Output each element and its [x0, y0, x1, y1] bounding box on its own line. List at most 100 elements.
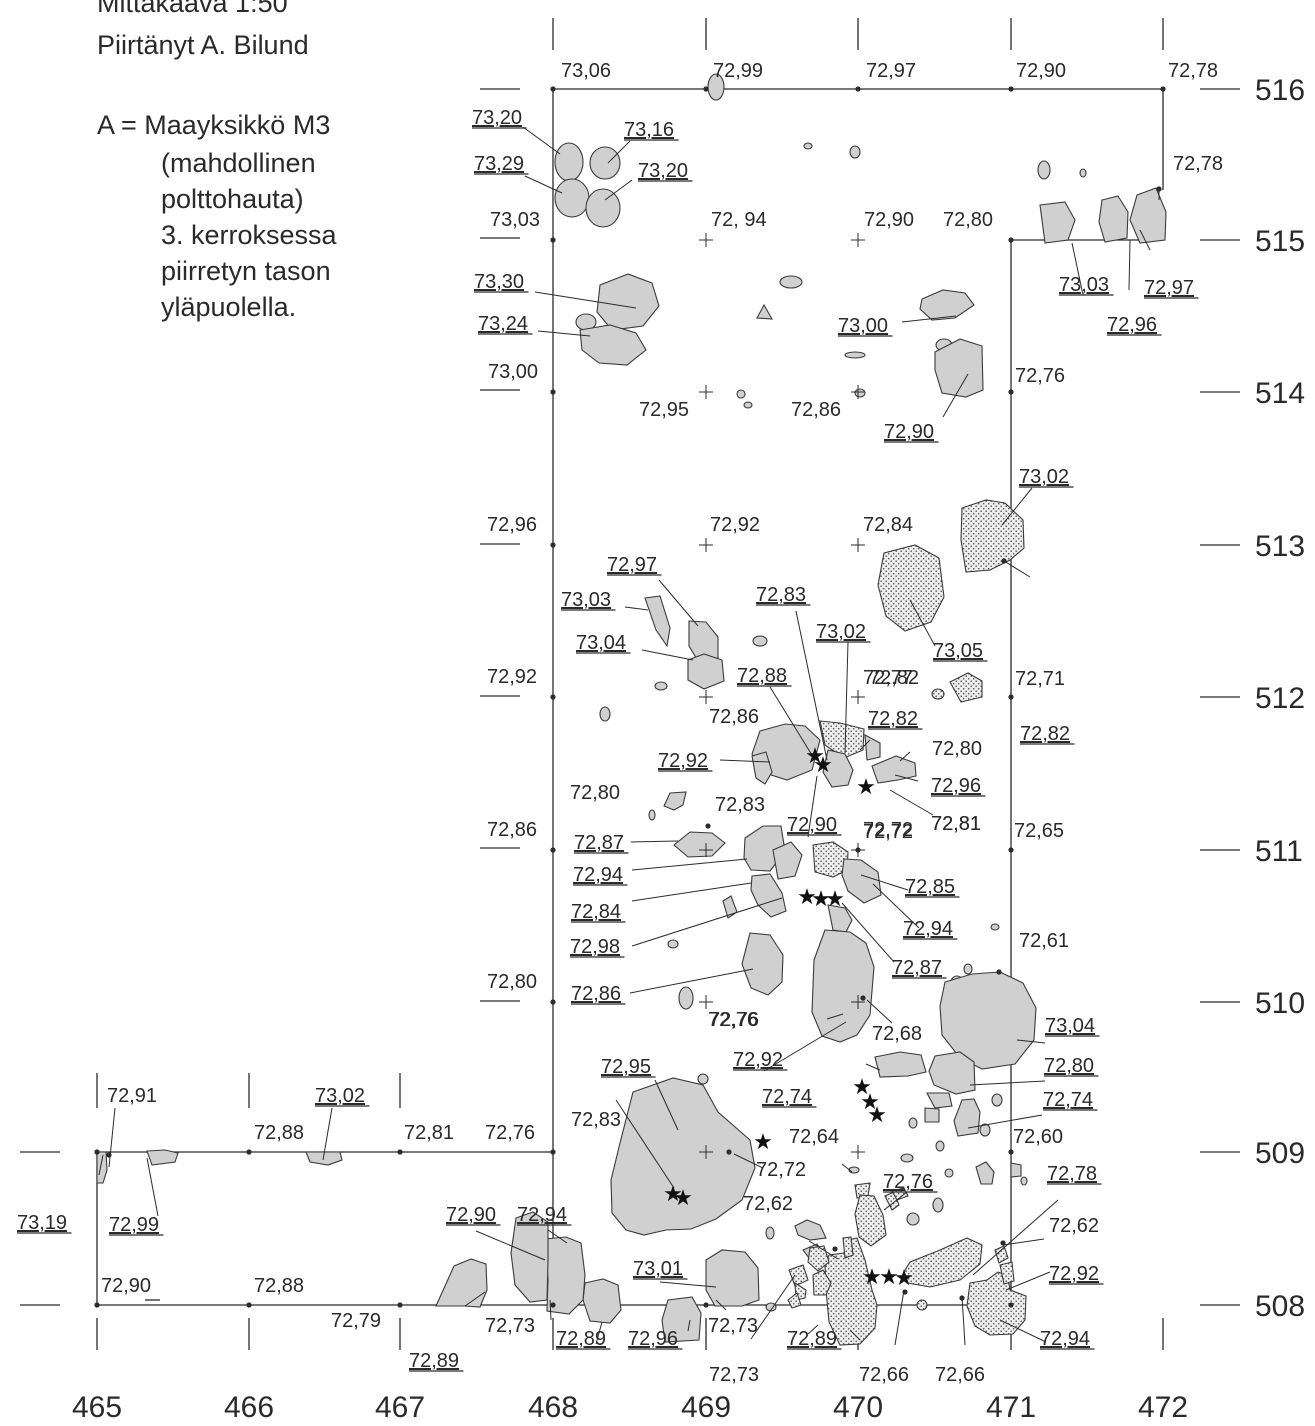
stone: [975, 1161, 995, 1185]
stone: [819, 720, 865, 759]
feature-level-label: 72,94: [1040, 1328, 1090, 1350]
stone: [1010, 1162, 1022, 1178]
find-star: ★: [825, 887, 845, 912]
y-axis-label: 509: [1255, 1137, 1305, 1170]
feature-level-label: 72,98: [570, 936, 620, 958]
level-point: [959, 1295, 965, 1301]
stone: [687, 653, 725, 690]
leader: [769, 686, 816, 761]
feature-level-label: 72,96: [628, 1328, 678, 1350]
leader: [534, 291, 637, 309]
feature-level-label: 73,30: [474, 271, 524, 293]
grid-level-label: 72,76: [1015, 365, 1065, 387]
stone: [756, 303, 773, 320]
leader: [719, 759, 771, 763]
leader: [108, 1107, 116, 1168]
feature-level-label: 73,05: [933, 640, 983, 662]
stone: [812, 1269, 832, 1296]
stone: [877, 544, 945, 632]
level-point: [726, 1149, 732, 1155]
legend-line: 3. kerroksessa: [161, 220, 337, 250]
grid-level-label: 72,76: [709, 1009, 759, 1031]
grid-level-label: 72,81: [931, 813, 981, 835]
stone: [990, 923, 1000, 931]
leader: [547, 1229, 568, 1244]
feature-level-label: 72,80: [1044, 1055, 1094, 1077]
feature-level-label: 73,02: [1019, 466, 1069, 488]
stone: [827, 904, 853, 933]
legend-line: piirretyn tason: [161, 256, 331, 286]
grid-level-label: 72,81: [404, 1122, 454, 1144]
coordinate-axes: 465 466 467 468 469 470 471 472 516 515 514 513 512 5…: [72, 74, 1305, 1424]
stone: [589, 146, 621, 180]
level-point: [996, 969, 1002, 975]
stone: [585, 188, 621, 228]
leader: [1002, 1238, 1045, 1246]
stone: [663, 791, 687, 811]
grid-level-label: 72,86: [791, 399, 841, 421]
leader: [872, 883, 920, 929]
grid-level-label: 72,72: [756, 1159, 806, 1181]
leader: [549, 1299, 552, 1321]
leader: [524, 175, 563, 194]
feature-level-label: 72,92: [658, 750, 708, 772]
feature-level-label: 72,94: [903, 918, 953, 940]
level-point: [106, 1152, 112, 1158]
grid-level-label: 73,03: [490, 209, 540, 231]
leader: [894, 774, 919, 782]
leader: [860, 874, 909, 891]
grid-level-label: 72,88: [254, 1122, 304, 1144]
stone: [854, 388, 866, 398]
leader: [1128, 239, 1131, 291]
grid-level-label: 72,84: [863, 514, 913, 536]
feature-level-label: 72,96: [1107, 314, 1157, 336]
stone: [979, 1123, 991, 1137]
y-axis-label: 508: [1255, 1290, 1305, 1323]
leader: [654, 1079, 679, 1131]
feature-level-label: 72,74: [762, 1086, 812, 1108]
legend-line: polttohauta): [161, 184, 304, 214]
feature-level-label: 73,20: [472, 107, 522, 129]
grid-level-label: 72,62: [1049, 1215, 1099, 1237]
stone: [667, 939, 679, 949]
find-star: ★: [813, 753, 833, 778]
leader: [631, 897, 783, 947]
stone: [661, 1296, 702, 1343]
grid-level-label: 72,83: [715, 794, 765, 816]
grid-level-label: 72,62: [743, 1193, 793, 1215]
grid-marks: [94, 86, 1166, 1308]
stone: [772, 841, 803, 880]
level-point: [94, 1149, 100, 1155]
grid-level-label: 72,60: [1013, 1126, 1063, 1148]
x-axis-label: 472: [1138, 1391, 1188, 1424]
leader: [630, 840, 679, 843]
leader: [883, 1191, 908, 1211]
stone: [678, 986, 694, 1010]
leader: [849, 1329, 861, 1341]
leader: [942, 373, 969, 418]
stone: [648, 809, 656, 821]
stone: [994, 1245, 1009, 1264]
level-point: [550, 86, 556, 92]
grid-level-label: 72,86: [487, 819, 537, 841]
leader: [901, 315, 957, 323]
legend-line: yläpuolella.: [161, 292, 297, 322]
leader: [1001, 487, 1033, 526]
stone: [807, 1245, 830, 1272]
stone: [705, 1249, 760, 1307]
grid-level-label: 72,83: [571, 1109, 621, 1131]
leader: [631, 882, 752, 902]
stone: [697, 1073, 709, 1085]
find-star: ★: [894, 1266, 914, 1291]
level-point: [902, 1289, 908, 1295]
feature-level-label: 72,89: [787, 1328, 837, 1350]
leader: [763, 1021, 847, 1072]
level-point: [1156, 186, 1162, 192]
stone: [841, 858, 882, 904]
level-point: [855, 86, 861, 92]
stone: [939, 971, 1037, 1070]
feature-level-label: 72,74: [1043, 1089, 1093, 1111]
stone: [741, 932, 784, 996]
leader: [607, 140, 631, 164]
